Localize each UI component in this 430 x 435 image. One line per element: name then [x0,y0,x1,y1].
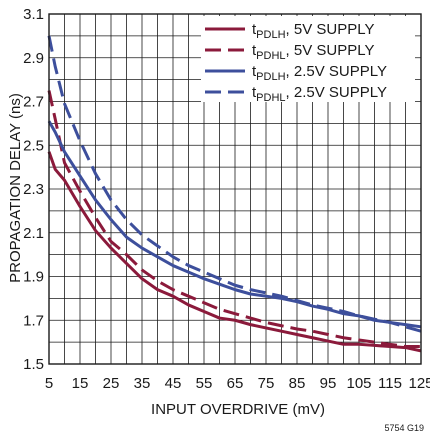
plot-border [48,13,422,365]
y-tick-label: 1.5 [23,356,44,373]
legend-entry-1: tPDLH, 5V SUPPLY [252,21,374,41]
x-tick-label: 65 [227,375,244,392]
x-tick-label: 5 [45,375,53,392]
legend-entry-text: , 5V SUPPLY [286,42,375,59]
x-tick-label: 125 [408,375,430,392]
y-tick-labels: 1.5 1.7 1.9 2.1 2.3 2.5 2.7 2.9 3.1 [23,6,44,373]
plot-frame [48,13,422,365]
legend-entry-symbol: t [252,21,257,38]
x-tick-label: 55 [196,375,213,392]
x-tick-label: 105 [346,375,371,392]
x-tick-label: 25 [103,375,120,392]
x-axis-label: INPUT OVERDRIVE (mV) [151,401,325,418]
y-tick-label: 2.1 [23,225,44,242]
y-tick-label: 3.1 [23,6,44,23]
series-line-1 [47,151,422,353]
y-tick-label: 2.7 [23,94,44,111]
y-tick-label: 2.3 [23,181,44,198]
x-tick-label: 45 [165,375,182,392]
legend-entry-subscript: PDLH [256,29,285,41]
legend-entry-text: , 2.5V SUPPLY [286,84,387,101]
series-line-4 [47,35,422,333]
x-tick-label: 85 [289,375,306,392]
legend-entry-symbol: t [252,42,257,59]
legend-entry-subscript: PDLH [256,71,285,83]
series-lines [47,35,422,353]
legend-entry-3: tPDLH, 2.5V SUPPLY [252,63,387,83]
y-axis-label: PROPAGATION DELAY (ns) [7,93,24,283]
figure-id: 5754 G19 [384,423,424,433]
legend-entry-subscript: PDHL [256,50,285,62]
x-tick-label: 75 [258,375,275,392]
x-tick-labels: 5 15 25 35 45 55 65 75 85 95 105 115 125 [45,375,430,392]
y-tick-label: 2.9 [23,50,44,67]
legend-entry-4: tPDHL, 2.5V SUPPLY [252,84,387,104]
legend-entry-text: , 2.5V SUPPLY [286,63,387,80]
series-line-3 [47,120,422,329]
legend-entry-2: tPDHL, 5V SUPPLY [252,42,374,62]
x-tick-label: 35 [134,375,151,392]
y-tick-label: 1.7 [23,312,44,329]
legend-entry-symbol: t [252,63,257,80]
x-tick-label: 15 [72,375,89,392]
x-tick-label: 95 [320,375,337,392]
legend-entry-symbol: t [252,84,257,101]
x-tick-label: 115 [378,375,402,392]
y-tick-label: 1.9 [23,269,44,286]
legend-entry-subscript: PDHL [256,92,285,104]
y-tick-label: 2.5 [23,137,44,154]
series-line-2 [47,90,421,348]
legend-entry-text: , 5V SUPPLY [286,21,375,38]
